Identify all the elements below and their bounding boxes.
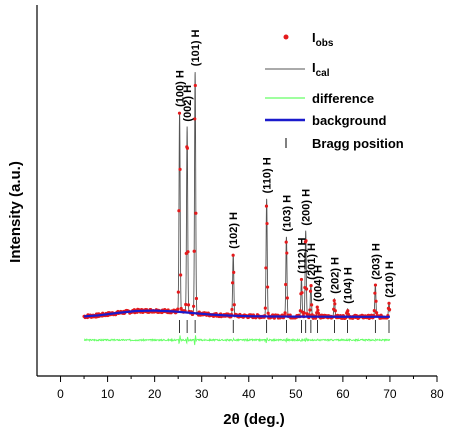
observed-point [310, 303, 314, 307]
observed-point [285, 251, 289, 255]
peak-label: (101) H [190, 29, 202, 66]
observed-point [179, 273, 183, 277]
observed-point [316, 311, 321, 315]
observed-point [308, 308, 312, 312]
peak-label: (210) H [384, 261, 396, 298]
peak-labels: (100) H(002) H (101) H (102) H (110) H (103)… [175, 29, 396, 303]
plot-area [82, 72, 392, 346]
peak-label: (201) H [306, 243, 318, 280]
observed-point [192, 304, 196, 308]
observed-point [230, 281, 235, 285]
observed-point [231, 253, 235, 257]
x-axis-title: 2θ (deg.) [223, 411, 284, 428]
observed-point [264, 204, 269, 208]
y-axis-title: Intensity (a.u.) [7, 161, 24, 263]
observed-point [184, 302, 188, 307]
observed-point [176, 307, 180, 311]
observed-point [178, 167, 182, 171]
peak-label: (112) H [297, 237, 309, 273]
peak-label: (100) H [175, 70, 187, 107]
observed-point [232, 270, 236, 274]
peak-label: (103) H [281, 195, 293, 232]
observed-point [316, 308, 320, 312]
legend-background-label: background [312, 113, 386, 128]
observed-point [193, 117, 197, 121]
observed-point [266, 311, 270, 315]
observed-point [284, 240, 288, 244]
observed-point [283, 311, 287, 315]
legend-obs-marker [283, 34, 289, 40]
x-tick-label: 20 [148, 387, 162, 401]
legend-obs-label: Iobs [312, 30, 334, 49]
x-tick-label: 80 [430, 387, 444, 401]
bragg-ticks [179, 320, 390, 333]
observed-point [387, 307, 392, 312]
peak-label: (110) H [262, 157, 274, 193]
observed-point [333, 302, 337, 306]
peak-label: (002) H [182, 85, 194, 122]
observed-point [304, 287, 309, 291]
difference-curve [83, 335, 391, 346]
peak-label: (004) H [313, 265, 325, 302]
observed-point [299, 277, 304, 282]
legend-difference-label: difference [312, 91, 374, 106]
observed-point [177, 111, 182, 115]
observed-point [373, 283, 378, 287]
observed-point [186, 303, 191, 307]
observed-point [232, 303, 236, 307]
observed-point [193, 83, 197, 88]
observed-point [333, 309, 337, 313]
observed-point [285, 296, 289, 300]
peak-label: (104) H [343, 267, 355, 304]
x-tick-label: 50 [289, 387, 303, 401]
observed-point [298, 309, 302, 313]
observed-point [179, 306, 183, 311]
peak-label: (203) H [370, 243, 382, 280]
x-tick-label: 40 [242, 387, 256, 401]
x-tick-label: 0 [57, 387, 64, 401]
observed-point [177, 209, 181, 213]
observed-point [387, 301, 391, 305]
observed-point [304, 239, 308, 243]
observed-point [374, 311, 379, 315]
observed-point [192, 249, 196, 253]
observed-point [372, 309, 376, 313]
peak-label: (102) H [228, 212, 240, 249]
observed-point [315, 305, 319, 309]
observed-point [263, 306, 267, 310]
observed-point [176, 290, 180, 294]
legend-bragg-label: Bragg position [312, 136, 404, 151]
observed-point [302, 311, 306, 315]
observed-point [309, 283, 313, 288]
observed-point [374, 299, 378, 303]
observed-point [300, 291, 304, 295]
observed-point [186, 250, 190, 254]
observed-point [265, 221, 269, 226]
observed-point [284, 282, 288, 287]
observed-point [264, 266, 268, 270]
legend: Iobs Ical difference background Bragg po… [265, 30, 404, 151]
legend-cal-label: Ical [312, 60, 330, 79]
observed-point [185, 146, 189, 150]
peak-label: (200) H [301, 189, 313, 226]
observed-point [308, 289, 313, 293]
peak-label: (202) H [329, 257, 341, 294]
observed-point [194, 296, 199, 301]
axes: 0 10 20 30 40 50 60 70 80 [36, 5, 444, 401]
observed-point [332, 298, 336, 303]
x-tick-label: 30 [195, 387, 209, 401]
observed-point [346, 309, 350, 313]
observed-point [230, 307, 234, 312]
background-curve [83, 309, 390, 318]
observed-point [194, 211, 198, 215]
x-tick-label: 70 [383, 387, 397, 401]
observed-point [265, 285, 270, 289]
observed-point [373, 291, 377, 295]
x-tick-label: 10 [101, 387, 115, 401]
x-tick-label: 60 [336, 387, 350, 401]
